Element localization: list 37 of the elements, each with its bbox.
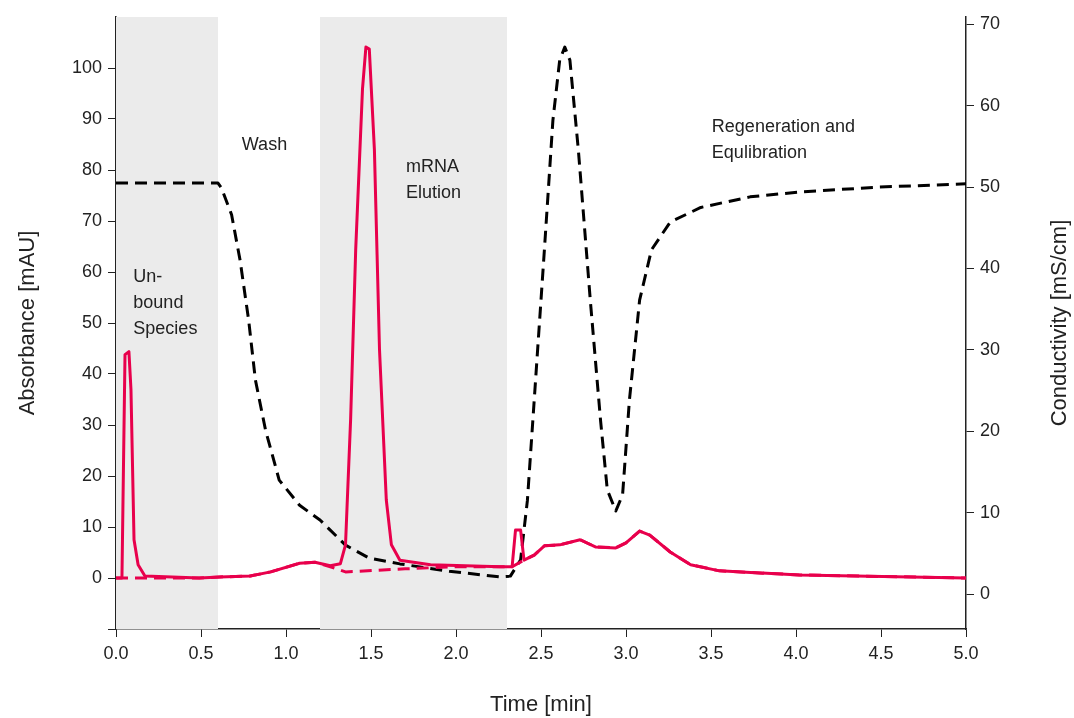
y2-tick-label: 50 [980, 176, 1001, 197]
x-axis-title: Time [min] [490, 691, 592, 717]
band-label: mRNA Elution [406, 155, 462, 202]
y-tick-label: 70 [81, 209, 102, 230]
annotation: Wash [241, 134, 288, 155]
x-tick-label: 4.5 [868, 642, 894, 663]
y2-tick-label: 20 [980, 420, 1001, 441]
x-tick-label: 1.5 [358, 642, 384, 663]
y-tick-label: 90 [81, 107, 102, 128]
y2-tick-label: 40 [980, 257, 1001, 278]
x-tick-label: 3.0 [613, 642, 639, 663]
y-tick-label: 40 [81, 362, 102, 383]
y-tick-label: 10 [81, 515, 102, 536]
x-tick-label: 1.0 [273, 642, 299, 663]
y2-tick-label: 30 [980, 338, 1001, 359]
y2-tick-label: 60 [980, 94, 1001, 115]
x-tick-label: 0.0 [103, 642, 129, 663]
y-tick-label: 20 [81, 464, 102, 485]
x-tick-label: 4.0 [783, 642, 809, 663]
y-tick-label: 100 [71, 56, 102, 77]
y-tick-label: 30 [81, 413, 102, 434]
x-tick-label: 5.0 [953, 642, 979, 663]
annotation: Regeneration and Equlibration [711, 115, 855, 162]
y-axis-title: Absorbance [mAU] [14, 230, 40, 416]
y-tick-label: 80 [81, 158, 102, 179]
y2-axis-title: Conductivity [mS/cm] [1046, 219, 1072, 427]
y-tick-label: 50 [81, 311, 102, 332]
x-tick-label: 2.5 [528, 642, 554, 663]
x-tick-label: 3.5 [698, 642, 724, 663]
x-tick-label: 2.0 [443, 642, 469, 663]
y2-tick-label: 10 [980, 501, 1001, 522]
y-tick-label: 0 [91, 566, 102, 587]
y-tick-label: 60 [81, 260, 102, 281]
x-tick-label: 0.5 [188, 642, 214, 663]
y2-tick-label: 0 [980, 582, 991, 603]
band-label: Un- bound Species [133, 265, 198, 338]
y2-tick-label: 70 [980, 13, 1001, 34]
